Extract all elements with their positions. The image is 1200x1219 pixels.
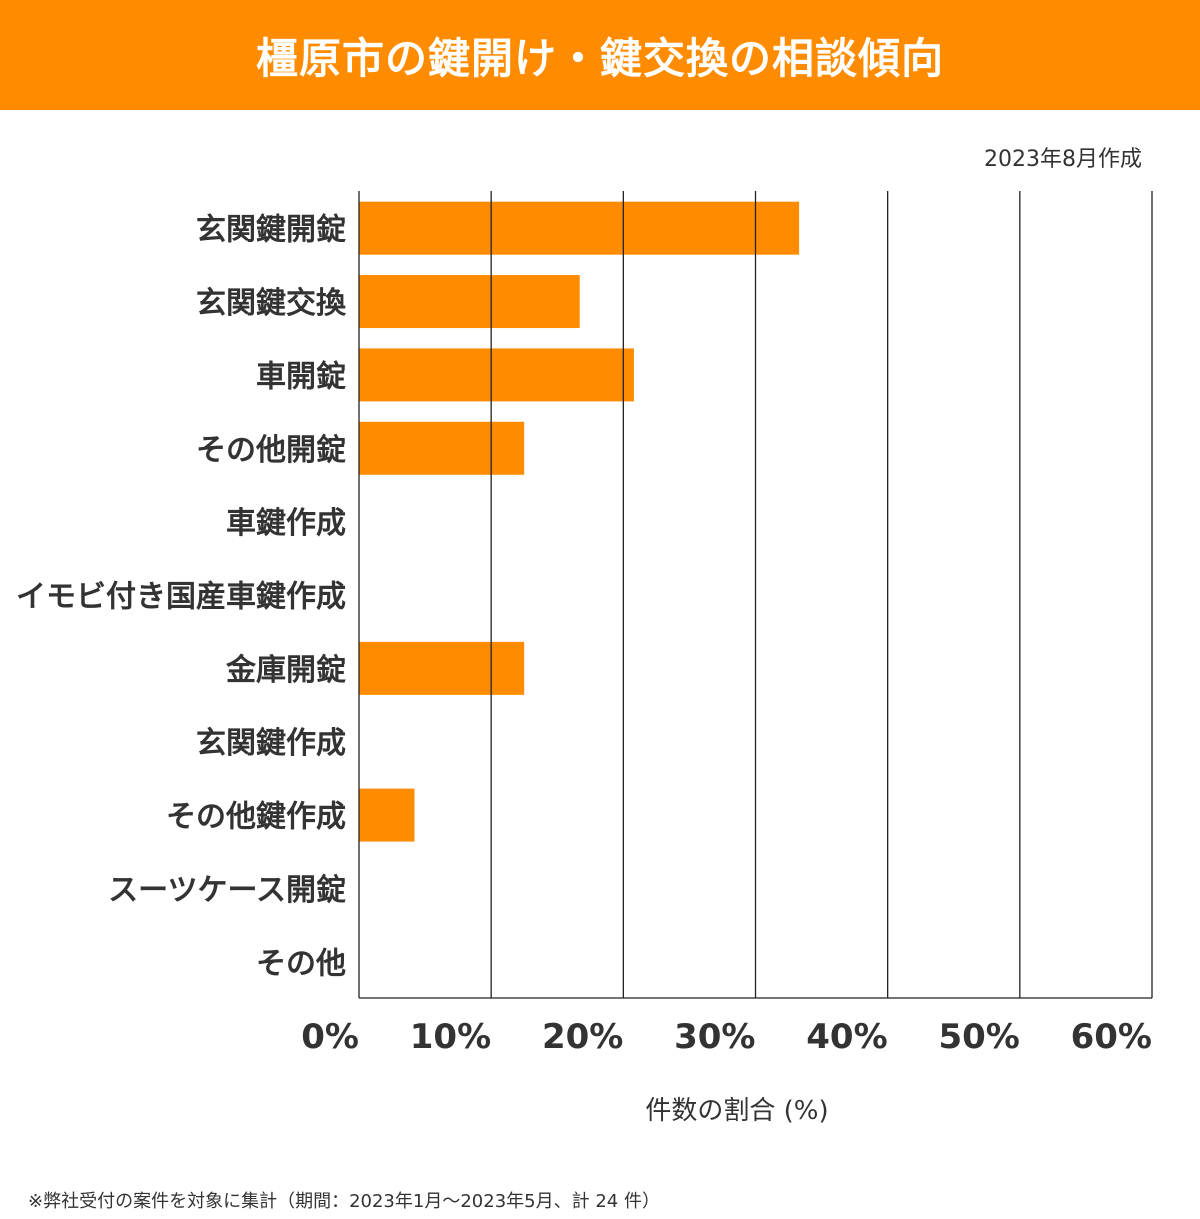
category-label: 金庫開錠 <box>225 653 346 688</box>
category-label: イモビ付き国産車鍵作成 <box>16 580 346 615</box>
x-tick-label: 10% <box>410 1017 491 1057</box>
category-label: その他開錠 <box>196 433 346 468</box>
bar-8 <box>359 788 415 842</box>
title-banner: 橿原市の鍵開け・鍵交換の相談傾向 <box>0 0 1200 110</box>
x-tick-label: 20% <box>542 1017 623 1057</box>
x-axis-label: 件数の割合 (%) <box>645 1096 829 1126</box>
x-tick-label: 40% <box>806 1017 887 1057</box>
category-label: 車開錠 <box>256 359 346 394</box>
x-tick-label: 30% <box>674 1017 755 1057</box>
chart-title: 橿原市の鍵開け・鍵交換の相談傾向 <box>255 33 944 83</box>
footnote: ※弊社受付の案件を対象に集計（期間：2023年1月～2023年5月、計 24 件… <box>28 1191 660 1212</box>
category-label: 玄関鍵開錠 <box>196 213 346 248</box>
category-label: スーツケース開錠 <box>108 873 346 908</box>
bar-3 <box>359 421 525 475</box>
bar-0 <box>359 201 800 255</box>
x-tick-label: 0% <box>301 1017 359 1057</box>
category-label: その他鍵作成 <box>166 800 346 835</box>
x-tick-label: 60% <box>1071 1017 1152 1057</box>
bar-6 <box>359 641 525 695</box>
category-label: 玄関鍵作成 <box>196 726 346 761</box>
category-label: 車鍵作成 <box>226 506 346 541</box>
category-label: 玄関鍵交換 <box>196 286 347 321</box>
bar-1 <box>359 275 580 329</box>
category-label: その他 <box>256 946 346 981</box>
bar-2 <box>359 348 634 402</box>
x-tick-label: 50% <box>938 1017 1019 1057</box>
date-note: 2023年8月作成 <box>984 147 1142 172</box>
